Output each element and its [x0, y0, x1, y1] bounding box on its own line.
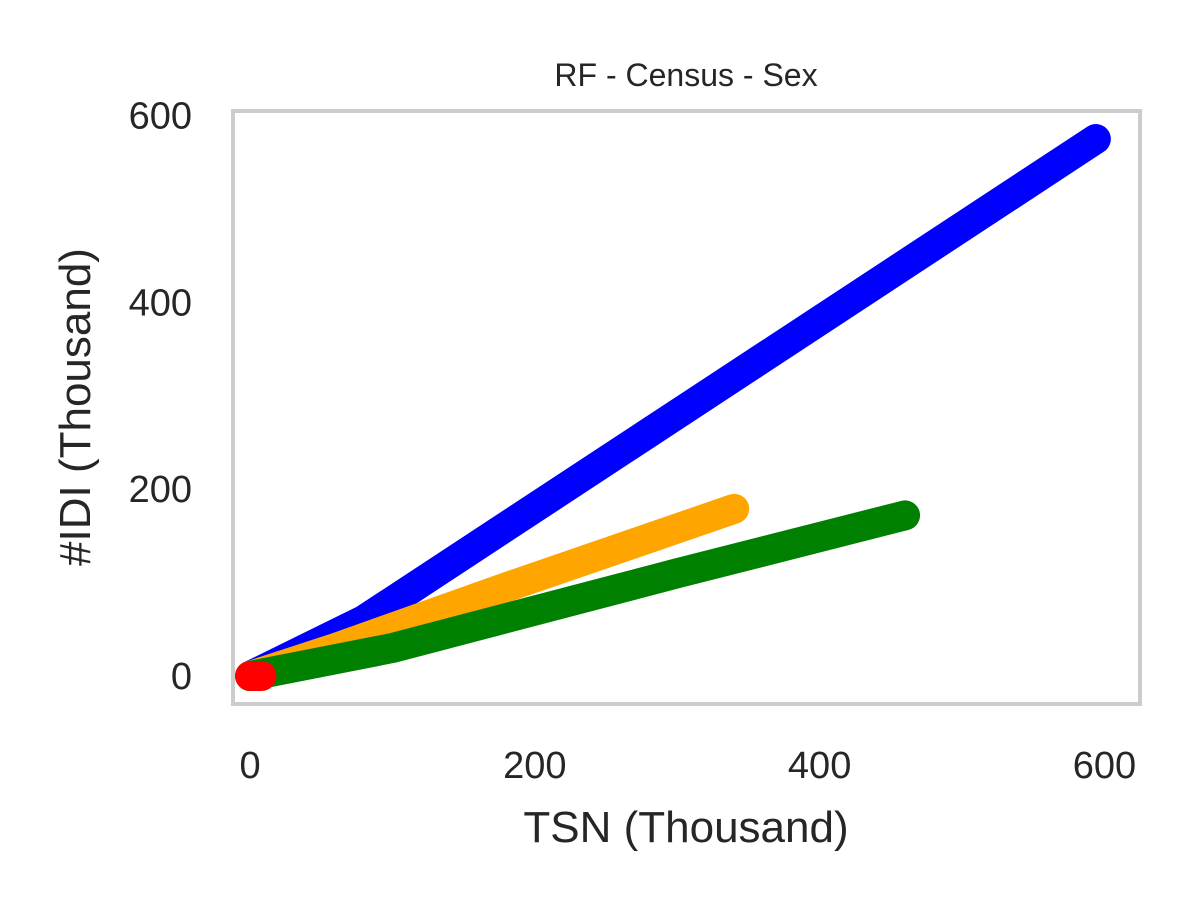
chart-title: RF - Census - Sex [554, 57, 817, 93]
y-axis-label: #IDI (Thousand) [51, 248, 100, 566]
x-tick-labels: 0 200 400 600 [240, 745, 1137, 787]
x-tick-label: 400 [788, 745, 851, 787]
x-tick-label: 200 [503, 745, 566, 787]
y-tick-label: 400 [129, 282, 192, 324]
series-line-3 [235, 500, 921, 691]
y-tick-label: 600 [129, 96, 192, 138]
series-line-1 [235, 124, 1111, 691]
x-axis-label: TSN (Thousand) [523, 803, 848, 852]
plot-frame [231, 109, 1142, 706]
y-tick-labels: 0 200 400 600 [129, 96, 192, 698]
series-layer [235, 124, 1111, 691]
x-tick-label: 0 [240, 745, 261, 787]
x-tick-label: 600 [1073, 745, 1136, 787]
y-tick-label: 0 [171, 656, 192, 698]
y-tick-label: 200 [129, 469, 192, 511]
